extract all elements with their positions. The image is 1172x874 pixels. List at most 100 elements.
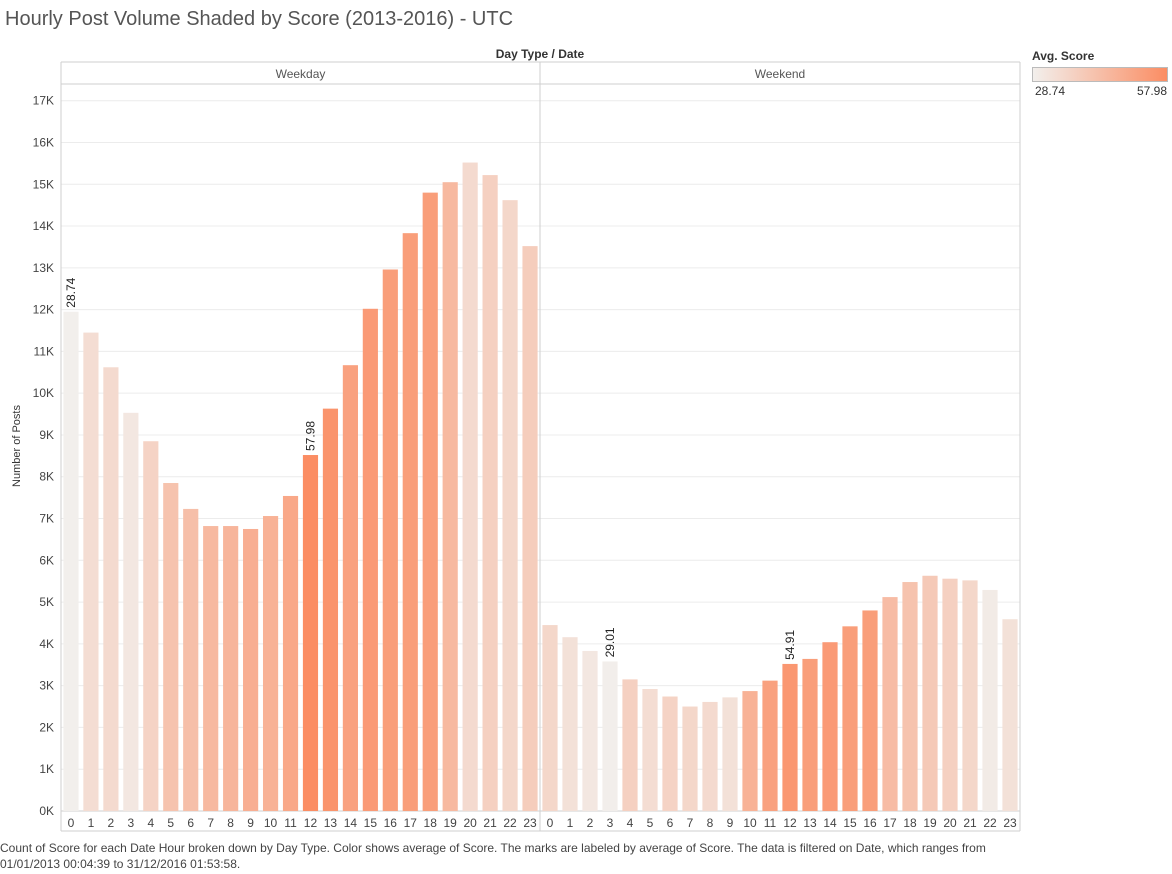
y-tick-label: 14K	[33, 219, 54, 233]
x-tick-label: 8	[707, 816, 714, 830]
x-tick-label: 9	[247, 816, 254, 830]
bar	[882, 597, 898, 811]
bar	[742, 691, 758, 811]
x-tick-label: 18	[903, 816, 917, 830]
bar	[782, 663, 798, 811]
bar	[243, 528, 259, 811]
bar	[902, 582, 918, 811]
x-tick-label: 12	[783, 816, 797, 830]
color-legend: Avg. Score 28.74 57.98	[1032, 49, 1168, 100]
x-tick-label: 22	[503, 816, 517, 830]
bar	[262, 516, 279, 811]
header-label: Day Type / Date	[496, 47, 585, 61]
bar	[442, 182, 458, 812]
bar	[502, 200, 518, 811]
y-tick-label: 3K	[39, 679, 54, 693]
bar	[842, 626, 858, 811]
x-tick-label: 4	[627, 816, 634, 830]
bar	[382, 269, 398, 811]
y-axis: 0K 1K 2K 3K 4K 5K 6K 7K 8K 9K 10K 11K 12K 13K 14K 15K 16…	[33, 94, 54, 818]
x-tick-label: 14	[344, 816, 358, 830]
bar	[143, 441, 159, 811]
bar	[1002, 619, 1018, 811]
bar	[223, 526, 239, 811]
x-tick-label: 20	[943, 816, 957, 830]
x-tick-label: 23	[1003, 816, 1017, 830]
y-tick-label: 17K	[33, 94, 54, 108]
bar	[322, 408, 339, 811]
x-tick-label: 3	[607, 816, 614, 830]
x-tick-label: 1	[88, 816, 95, 830]
bar	[123, 412, 139, 811]
panel-header-weekend: Weekend	[755, 67, 805, 81]
bar	[422, 192, 438, 811]
bar	[482, 175, 498, 811]
data-label: 28.74	[64, 277, 78, 307]
bar	[83, 332, 99, 811]
x-tick-label: 16	[384, 816, 398, 830]
bar	[562, 637, 578, 811]
x-tick-label: 19	[923, 816, 937, 830]
bars	[63, 162, 1018, 812]
y-tick-label: 8K	[39, 470, 54, 484]
y-tick-label: 7K	[39, 512, 54, 526]
frame-layer	[60, 61, 1021, 832]
legend-max-label: 57.98	[1136, 84, 1167, 98]
x-tick-label: 0	[68, 816, 75, 830]
bar	[203, 526, 219, 811]
bar	[982, 589, 998, 811]
bar	[942, 578, 958, 811]
bar	[802, 658, 818, 811]
y-tick-label: 1K	[39, 762, 54, 776]
y-tick-label: 0K	[39, 804, 54, 818]
x-tick-label: 9	[727, 816, 734, 830]
bar	[702, 701, 718, 811]
chart-title: Hourly Post Volume Shaded by Score (2013…	[5, 8, 514, 30]
y-tick-label: 9K	[39, 428, 54, 442]
x-tick-label: 7	[207, 816, 214, 830]
x-tick-label: 21	[483, 816, 497, 830]
bar	[542, 625, 558, 811]
chart-canvas: Day Type / Date Number of Posts 0K 1K 2K 3K…	[11, 47, 1021, 832]
x-tick-label: 5	[647, 816, 654, 830]
bar	[642, 688, 658, 811]
bar	[402, 233, 418, 811]
bar	[662, 696, 678, 811]
x-tick-label: 23	[523, 816, 537, 830]
bar	[682, 706, 698, 811]
y-axis-title: Number of Posts	[11, 405, 23, 487]
x-tick-label: 12	[304, 816, 318, 830]
y-tick-label: 12K	[33, 303, 54, 317]
x-tick-label: 11	[764, 816, 777, 830]
bar	[922, 575, 938, 811]
data-label: 29.01	[603, 627, 617, 657]
y-tick-label: 16K	[33, 135, 54, 149]
y-tick-label: 6K	[39, 553, 54, 567]
y-tick-label: 15K	[33, 177, 54, 191]
bar	[362, 308, 378, 811]
x-tick-label: 11	[284, 816, 297, 830]
x-tick-label: 22	[983, 816, 997, 830]
bar	[602, 661, 618, 811]
data-label: 57.98	[303, 421, 317, 451]
x-tick-label: 8	[227, 816, 234, 830]
footnote: Count of Score for each Date Hour broken…	[0, 841, 986, 871]
bar	[522, 246, 538, 811]
x-tick-label: 3	[128, 816, 135, 830]
y-tick-label: 11K	[34, 344, 54, 358]
x-tick-label: 16	[863, 816, 877, 830]
bar	[342, 365, 358, 811]
y-tick-label: 4K	[39, 637, 54, 651]
x-tick-label: 17	[883, 816, 897, 830]
bar	[622, 679, 638, 811]
data-labels: 28.74 57.98 29.01 54.91	[64, 277, 797, 660]
x-tick-label: 21	[963, 816, 977, 830]
y-tick-label: 10K	[33, 386, 54, 400]
bar	[63, 311, 79, 811]
x-tick-label: 6	[187, 816, 194, 830]
x-tick-label: 17	[404, 816, 418, 830]
panel-headers: Weekday Weekend	[276, 67, 806, 81]
bar	[862, 610, 878, 811]
x-tick-label: 19	[444, 816, 458, 830]
x-tick-label: 4	[147, 816, 154, 830]
